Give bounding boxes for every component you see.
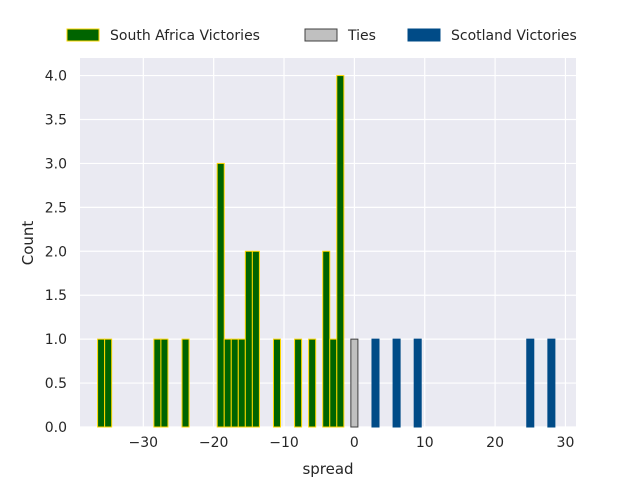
bar xyxy=(371,338,380,428)
bar xyxy=(251,250,260,428)
bars xyxy=(97,75,556,428)
bar xyxy=(97,338,106,428)
bar xyxy=(181,338,190,428)
y-tick-label: 3.0 xyxy=(45,156,67,172)
x-axis-ticks: −30 −20 −10 0 10 20 30 xyxy=(129,435,575,451)
x-tick-label: 20 xyxy=(486,435,504,451)
bar xyxy=(216,162,225,428)
legend-item: Scotland Victories xyxy=(407,28,577,44)
y-tick-label: 0.5 xyxy=(45,376,67,392)
bar xyxy=(160,338,169,428)
y-tick-label: 1.0 xyxy=(45,332,67,348)
bar xyxy=(329,338,338,428)
bar xyxy=(526,338,535,428)
bar xyxy=(153,338,162,428)
legend-item: South Africa Victories xyxy=(66,28,260,44)
legend-label: Scotland Victories xyxy=(451,28,577,44)
x-axis-label: spread xyxy=(302,460,353,478)
x-tick-label: 30 xyxy=(557,435,575,451)
bar xyxy=(223,338,232,428)
legend-swatch xyxy=(304,28,338,42)
bar xyxy=(350,338,359,428)
y-tick-label: 3.5 xyxy=(45,113,67,129)
y-tick-label: 4.0 xyxy=(45,69,67,85)
x-tick-label: −20 xyxy=(199,435,229,451)
legend: South Africa Victories Ties Scotland Victo… xyxy=(66,28,577,44)
bar xyxy=(294,338,303,428)
y-axis-label: Count xyxy=(19,221,37,266)
bar xyxy=(244,250,253,428)
bar xyxy=(308,338,317,428)
bar xyxy=(230,338,239,428)
legend-swatch xyxy=(66,28,100,42)
x-tick-label: −30 xyxy=(129,435,159,451)
bar xyxy=(272,338,282,428)
legend-label: Ties xyxy=(347,28,376,44)
bar xyxy=(413,338,422,428)
bar xyxy=(322,250,331,428)
y-tick-label: 2.0 xyxy=(45,244,67,260)
y-tick-label: 2.5 xyxy=(45,200,67,216)
x-tick-label: 0 xyxy=(350,435,359,451)
x-tick-label: −10 xyxy=(269,435,299,451)
legend-item: Ties xyxy=(304,28,376,44)
y-axis-ticks: 0.0 0.5 1.0 1.5 2.0 2.5 3.0 3.5 4.0 xyxy=(45,69,67,436)
y-tick-label: 0.0 xyxy=(45,420,67,436)
bar xyxy=(547,338,556,428)
legend-swatch xyxy=(407,28,441,42)
x-tick-label: 10 xyxy=(416,435,434,451)
bar xyxy=(336,75,345,428)
bar xyxy=(392,338,401,428)
legend-label: South Africa Victories xyxy=(110,28,260,44)
bar xyxy=(237,338,246,428)
y-tick-label: 1.5 xyxy=(45,288,67,304)
bar xyxy=(104,338,113,428)
